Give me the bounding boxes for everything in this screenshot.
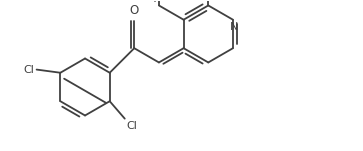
Text: N: N: [230, 22, 238, 32]
Text: O: O: [130, 4, 139, 17]
Text: Cl: Cl: [24, 65, 34, 75]
Text: Cl: Cl: [126, 121, 137, 131]
